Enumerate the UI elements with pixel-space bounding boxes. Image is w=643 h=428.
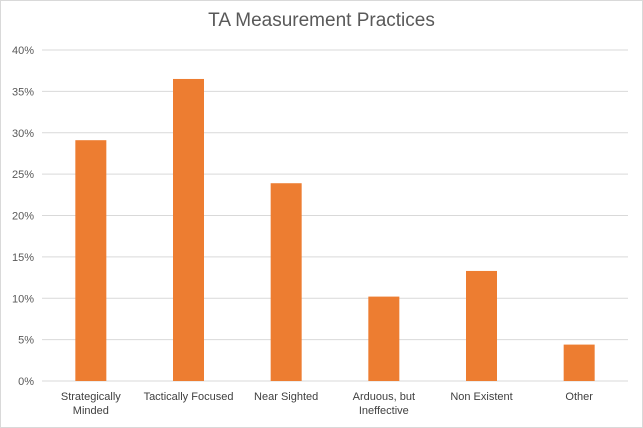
- bars: [75, 78, 595, 382]
- x-category-label: Strategically Minded: [61, 391, 121, 417]
- y-tick-label: 35%: [12, 86, 34, 98]
- bar: [270, 183, 302, 381]
- bar: [173, 78, 204, 382]
- x-category-label: Near Sighted: [254, 391, 318, 403]
- x-category-label: Tactically Focused: [144, 391, 234, 403]
- y-tick-label: 20%: [12, 211, 34, 223]
- y-tick-label: 25%: [12, 169, 34, 181]
- y-axis: 0% 5% 10% 15% 20% 25% 30% 35% 40%: [12, 45, 34, 388]
- y-tick-label: 40%: [12, 45, 34, 57]
- bar: [368, 296, 400, 381]
- y-tick-label: 30%: [12, 128, 34, 140]
- y-tick-label: 15%: [12, 252, 34, 264]
- x-category-label: Non Existent: [450, 391, 512, 403]
- bar: [75, 140, 107, 381]
- bar: [466, 270, 497, 381]
- y-tick-label: 0%: [18, 376, 34, 388]
- x-axis: Strategically Minded Tactically Focused Nea…: [61, 391, 593, 417]
- bar: [563, 344, 595, 381]
- x-category-label: Arduous, but Ineffective: [353, 391, 415, 417]
- chart-title: TA Measurement Practices: [208, 10, 435, 31]
- gridlines: [42, 49, 628, 382]
- y-tick-label: 10%: [12, 293, 34, 305]
- y-tick-label: 5%: [18, 335, 34, 347]
- x-category-label: Other: [565, 391, 593, 403]
